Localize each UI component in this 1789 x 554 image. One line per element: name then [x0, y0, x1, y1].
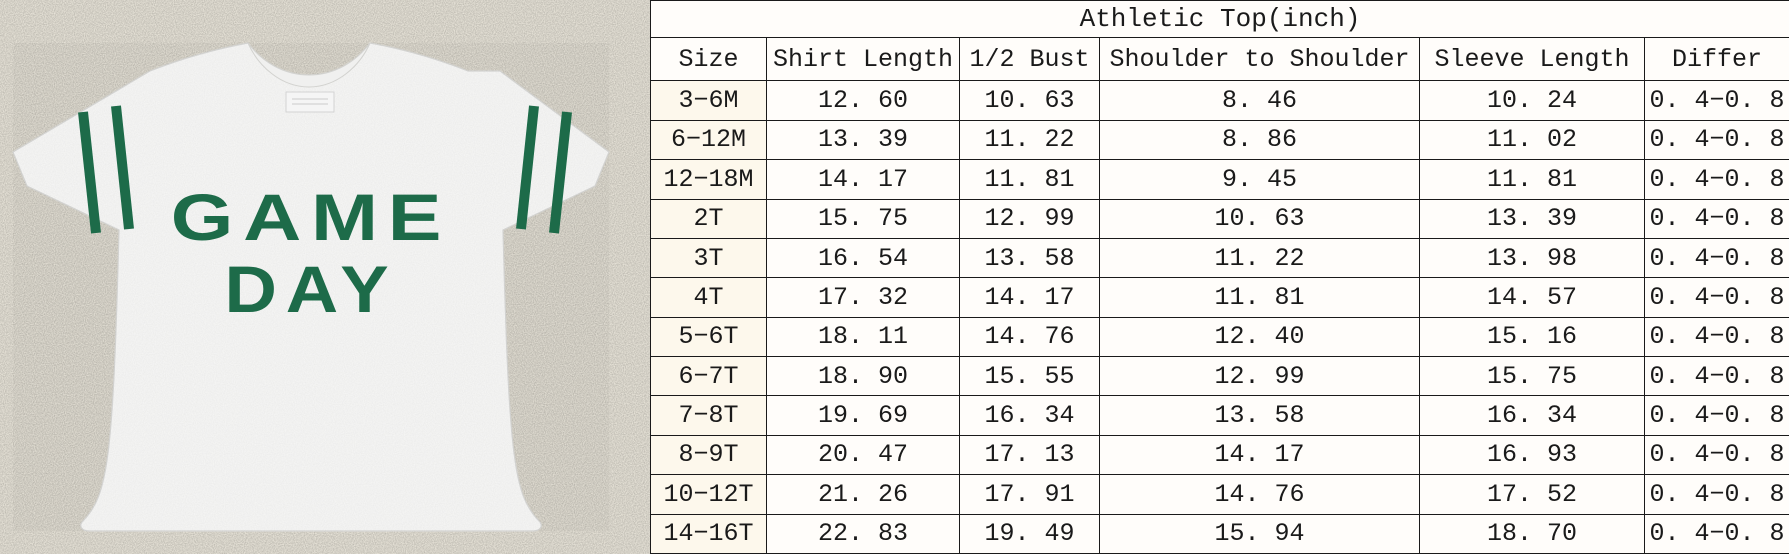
svg-text:DAY: DAY — [225, 252, 398, 326]
svg-text:GAME: GAME — [171, 180, 452, 254]
